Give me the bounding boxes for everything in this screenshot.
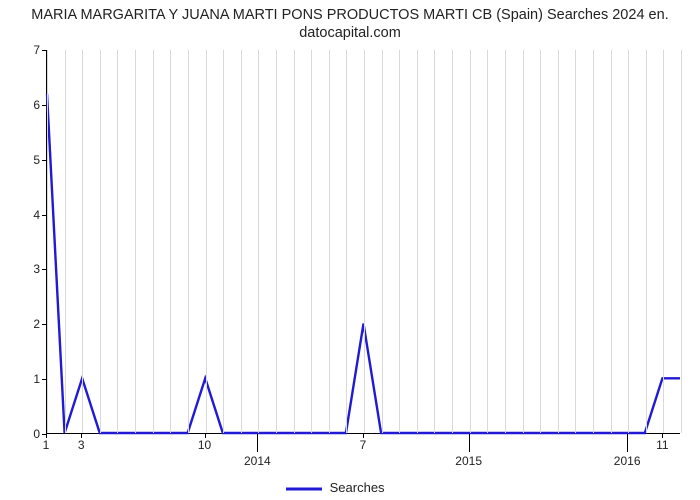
gridline-vertical — [399, 50, 400, 433]
gridline-vertical — [329, 50, 330, 433]
gridline-vertical — [593, 50, 594, 433]
plot-area — [46, 50, 680, 434]
gridline-vertical — [681, 50, 682, 433]
x-tick-label: 11 — [656, 438, 668, 452]
gridline-vertical — [646, 50, 647, 433]
x-tick-mark — [662, 434, 663, 438]
y-tick-mark — [42, 50, 46, 51]
gridline-vertical — [558, 50, 559, 433]
gridline-vertical — [117, 50, 118, 433]
gridline-vertical — [663, 50, 664, 433]
y-tick-mark — [42, 324, 46, 325]
gridline-vertical — [311, 50, 312, 433]
x-year-label: 2014 — [244, 454, 271, 468]
chart-title-line2: datocapital.com — [299, 25, 401, 41]
y-tick-label: 5 — [10, 153, 40, 167]
chart-title-line1: MARIA MARGARITA Y JUANA MARTI PONS PRODU… — [31, 7, 668, 23]
y-tick-mark — [42, 379, 46, 380]
x-year-label: 2016 — [614, 454, 641, 468]
legend-label: Searches — [330, 480, 385, 495]
gridline-vertical — [628, 50, 629, 433]
gridline-vertical — [470, 50, 471, 433]
gridline-vertical — [523, 50, 524, 433]
gridline-vertical — [82, 50, 83, 433]
x-tick-label: 7 — [360, 438, 367, 452]
x-tick-label: 3 — [78, 438, 85, 452]
x-tick-mark — [205, 434, 206, 438]
gridline-vertical — [276, 50, 277, 433]
gridline-vertical — [452, 50, 453, 433]
gridline-vertical — [575, 50, 576, 433]
y-tick-label: 4 — [10, 208, 40, 222]
gridline-vertical — [611, 50, 612, 433]
gridline-vertical — [382, 50, 383, 433]
y-tick-label: 2 — [10, 317, 40, 331]
gridline-vertical — [294, 50, 295, 433]
gridline-vertical — [241, 50, 242, 433]
gridline-vertical — [170, 50, 171, 433]
gridline-vertical — [223, 50, 224, 433]
y-tick-mark — [42, 105, 46, 106]
x-tick-label: 1 — [43, 438, 50, 452]
gridline-vertical — [47, 50, 48, 433]
x-tick-label: 10 — [198, 438, 211, 452]
y-tick-label: 6 — [10, 98, 40, 112]
gridline-vertical — [487, 50, 488, 433]
chart-title: MARIA MARGARITA Y JUANA MARTI PONS PRODU… — [0, 6, 700, 42]
x-tick-mark — [81, 434, 82, 438]
y-tick-label: 0 — [10, 427, 40, 441]
gridline-vertical — [258, 50, 259, 433]
legend-line-icon — [286, 484, 326, 494]
gridline-vertical — [135, 50, 136, 433]
x-year-tick-mark — [627, 434, 628, 452]
y-tick-mark — [42, 215, 46, 216]
gridline-vertical — [346, 50, 347, 433]
gridline-vertical — [206, 50, 207, 433]
legend: Searches — [286, 480, 385, 495]
x-tick-mark — [46, 434, 47, 438]
gridline-vertical — [434, 50, 435, 433]
x-year-tick-mark — [257, 434, 258, 452]
y-tick-mark — [42, 160, 46, 161]
gridline-vertical — [100, 50, 101, 433]
x-tick-mark — [363, 434, 364, 438]
gridline-vertical — [417, 50, 418, 433]
gridline-vertical — [364, 50, 365, 433]
gridline-vertical — [153, 50, 154, 433]
y-tick-label: 7 — [10, 43, 40, 57]
x-year-label: 2015 — [455, 454, 482, 468]
gridline-vertical — [188, 50, 189, 433]
gridline-vertical — [505, 50, 506, 433]
y-tick-label: 1 — [10, 372, 40, 386]
gridline-vertical — [65, 50, 66, 433]
y-tick-label: 3 — [10, 262, 40, 276]
gridline-vertical — [540, 50, 541, 433]
x-year-tick-mark — [469, 434, 470, 452]
searches-line-chart: MARIA MARGARITA Y JUANA MARTI PONS PRODU… — [0, 0, 700, 500]
y-tick-mark — [42, 269, 46, 270]
